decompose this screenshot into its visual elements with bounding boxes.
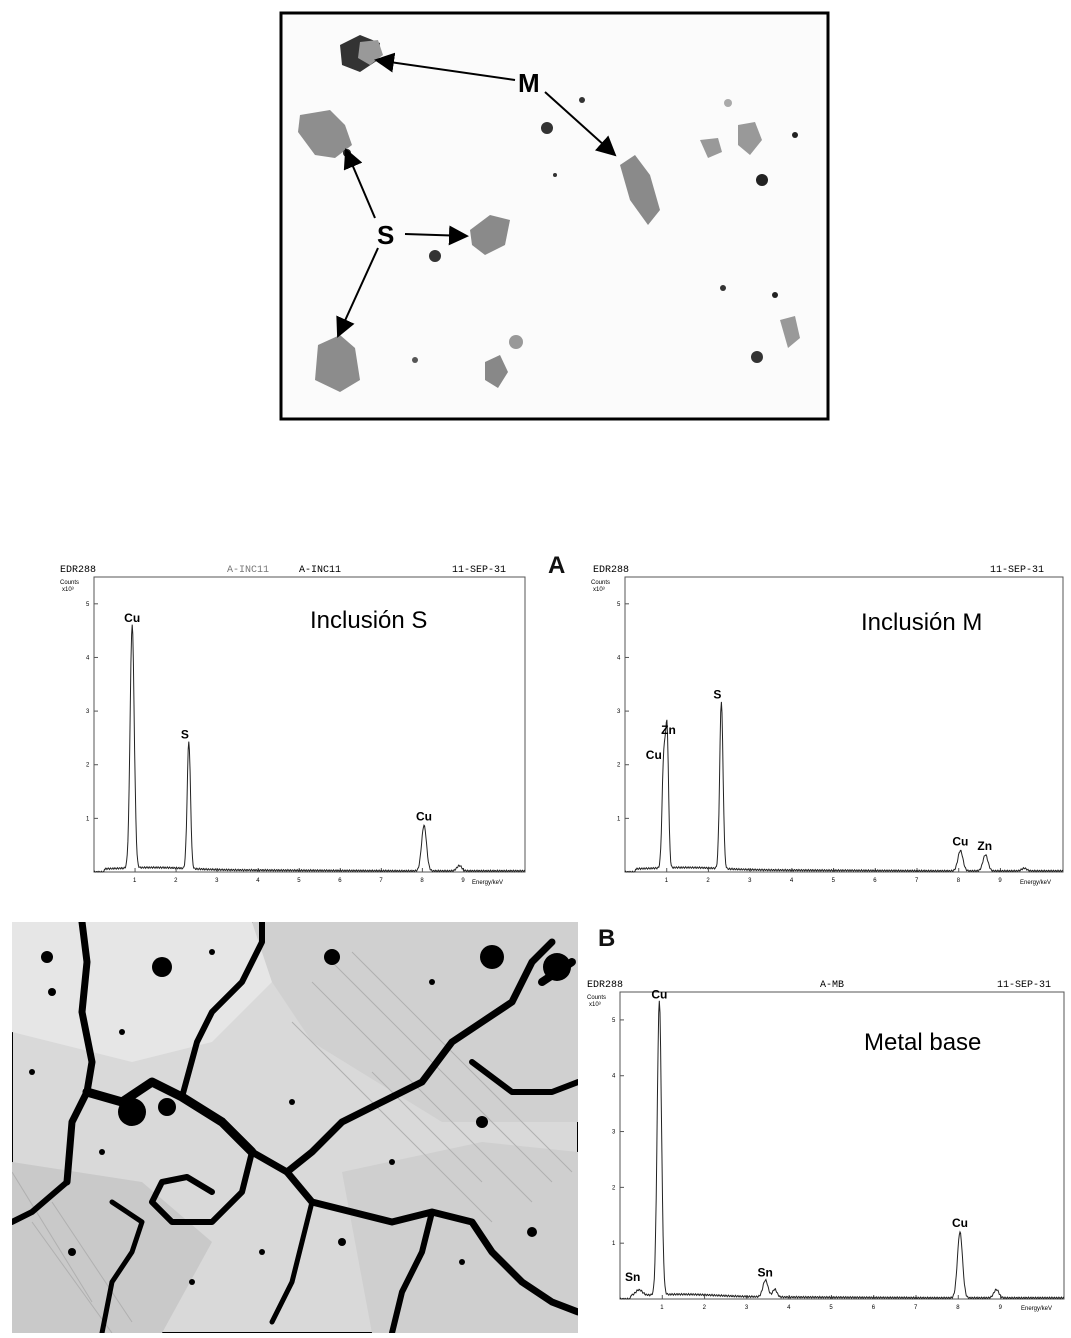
spectrum-series-line — [93, 624, 525, 873]
x-tick-label: 6 — [873, 878, 877, 884]
bottom-micrograph — [9, 918, 582, 1336]
counts-label: Counts — [591, 580, 610, 586]
arrow-label-s: S — [377, 220, 394, 250]
counts-scale: x10³ — [593, 587, 605, 593]
y-tick-label: 4 — [86, 655, 90, 661]
x-tick-label: 8 — [957, 878, 961, 884]
peak-label-cu: Cu — [952, 1216, 968, 1230]
arrows — [336, 52, 617, 338]
y-tick-label: 2 — [617, 763, 621, 769]
y-tick-label: 5 — [612, 1018, 616, 1024]
y-tick-label: 1 — [617, 816, 621, 822]
peak-label-cu: Cu — [124, 611, 140, 625]
x-tick-label: 3 — [745, 1305, 749, 1311]
chart-svg-s: EDR288 A-INC11 A-INC11 11-SEP-31 Counts … — [60, 565, 526, 886]
x-tick-label: 3 — [748, 878, 752, 884]
y-tick-label: 3 — [86, 709, 90, 715]
chart-title: Inclusión S — [310, 607, 427, 634]
y-tick-label: 2 — [86, 763, 90, 769]
arrow-label-m: M — [518, 68, 540, 98]
header-mid2: A-INC11 — [299, 565, 341, 576]
x-tick-label: 6 — [338, 878, 342, 884]
spectrum-inclusion-s: EDR288 A-INC11 A-INC11 11-SEP-31 Counts … — [52, 560, 532, 895]
counts-label: Counts — [587, 995, 606, 1001]
x-tick-label: 4 — [790, 878, 794, 884]
x-tick-label: 1 — [665, 878, 669, 884]
x-tick-label: 1 — [660, 1305, 664, 1311]
y-tick-label: 3 — [617, 709, 621, 715]
spectrum-inclusion-m: EDR288 11-SEP-31 Counts x10³ Inclusión M… — [585, 560, 1071, 895]
x-tick-label: 4 — [256, 878, 260, 884]
spectrum-series-line — [619, 1000, 1065, 1300]
x-tick-label: 5 — [297, 878, 301, 884]
y-tick-label: 1 — [86, 816, 90, 822]
y-tick-label: 5 — [617, 602, 621, 608]
x-tick-label: 9 — [998, 878, 1002, 884]
panel-label-b: B — [598, 925, 616, 952]
x-tick-label: 8 — [956, 1305, 960, 1311]
panel-label-a: A — [548, 552, 566, 579]
peak-label-cu: Cu — [651, 987, 667, 1001]
x-axis-label: Energy/keV — [1021, 1306, 1052, 1312]
x-tick-label: 4 — [787, 1305, 791, 1311]
peak-label-sn: Sn — [625, 1270, 640, 1284]
top-micrograph: M S — [0, 0, 1071, 430]
peak-label-cu: Cu — [952, 835, 968, 849]
y-tick-label: 4 — [617, 655, 621, 661]
x-tick-label: 2 — [706, 878, 710, 884]
spectrum-series-line — [624, 701, 1063, 873]
peak-label-s: S — [181, 727, 189, 741]
x-axis-label: Energy/keV — [1020, 880, 1051, 886]
x-tick-label: 9 — [999, 1305, 1003, 1311]
x-tick-label: 5 — [829, 1305, 833, 1311]
y-tick-label: 2 — [612, 1185, 616, 1191]
chart-svg-m: EDR288 11-SEP-31 Counts x10³ Inclusión M… — [591, 565, 1064, 886]
x-tick-label: 2 — [174, 878, 178, 884]
x-tick-label: 5 — [832, 878, 836, 884]
header-left: EDR288 — [587, 980, 623, 991]
x-tick-label: 2 — [703, 1305, 707, 1311]
x-tick-label: 8 — [420, 878, 424, 884]
y-tick-label: 3 — [612, 1130, 616, 1136]
x-axis-label: Energy/keV — [472, 880, 503, 886]
chart-title: Inclusión M — [861, 609, 982, 636]
header-mid: A-MB — [820, 980, 844, 991]
peak-label-cu: Cu — [416, 809, 432, 823]
y-tick-label: 5 — [86, 602, 90, 608]
x-tick-label: 3 — [215, 878, 219, 884]
counts-label: Counts — [60, 580, 79, 586]
y-tick-label: 4 — [612, 1074, 616, 1080]
x-tick-label: 7 — [915, 878, 919, 884]
peak-label-sn: Sn — [757, 1265, 772, 1279]
counts-scale: x10³ — [589, 1002, 601, 1008]
peak-label-s: S — [713, 688, 721, 702]
x-tick-label: 1 — [133, 878, 137, 884]
header-mid1: A-INC11 — [227, 565, 269, 576]
header-right: 11-SEP-31 — [452, 565, 506, 576]
peak-label-cu: Cu — [646, 748, 662, 762]
x-tick-label: 7 — [379, 878, 383, 884]
x-tick-label: 6 — [872, 1305, 876, 1311]
x-tick-label: 9 — [461, 878, 465, 884]
header-left: EDR288 — [60, 565, 96, 576]
header-right: 11-SEP-31 — [997, 980, 1051, 991]
chart-title: Metal base — [864, 1029, 981, 1056]
peak-label-zn: Zn — [661, 723, 676, 737]
spectrum-metal-base: EDR288 A-MB 11-SEP-31 Counts x10³ Metal … — [585, 975, 1071, 1320]
header-right: 11-SEP-31 — [990, 565, 1044, 576]
y-tick-label: 1 — [612, 1241, 616, 1247]
header-left: EDR288 — [593, 565, 629, 576]
counts-scale: x10³ — [62, 587, 74, 593]
peak-label-zn: Zn — [977, 839, 992, 853]
micrograph-grains — [298, 35, 800, 392]
x-tick-label: 7 — [914, 1305, 918, 1311]
chart-svg-b: EDR288 A-MB 11-SEP-31 Counts x10³ Metal … — [587, 980, 1065, 1312]
